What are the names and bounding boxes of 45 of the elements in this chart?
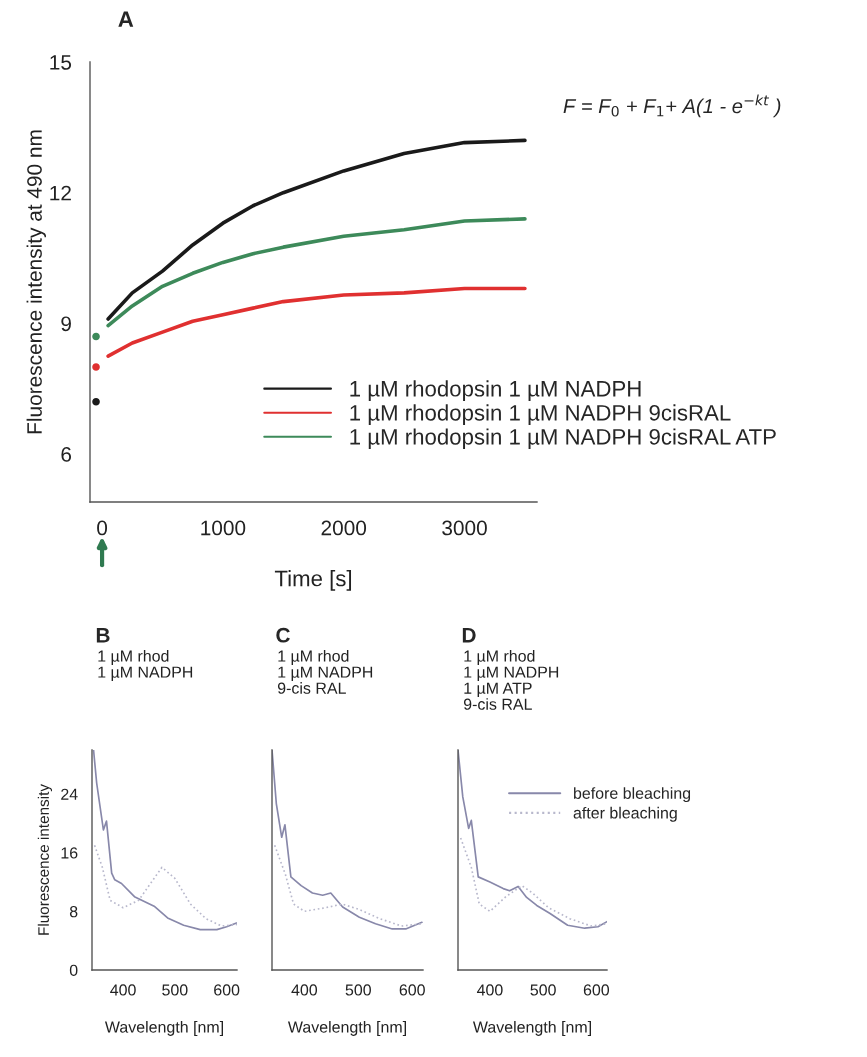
- x-tick-label: 2000: [321, 520, 367, 536]
- legend-label: after bleaching: [573, 806, 677, 822]
- chart-title: B: [96, 628, 110, 643]
- legend-label: 1 µM rhodopsin 1 µM NADPH 9cisRAL: [350, 404, 731, 426]
- legend-label: before bleaching: [574, 787, 691, 803]
- line-series: [106, 138, 527, 321]
- x-axis-title: Time [s]: [274, 570, 352, 591]
- x-tick-label: 600: [399, 984, 425, 996]
- x-axis-title: Wavelength [nm]: [104, 1021, 223, 1036]
- line-series: [106, 286, 527, 358]
- x-axis-title: Wavelength [nm]: [472, 1021, 591, 1036]
- x-tick-label: 500: [345, 984, 371, 996]
- line-series: [93, 844, 237, 927]
- chart-subtitle: 1 µM rhod 1 µM NADPH: [98, 650, 193, 681]
- y-tick-label: 0: [69, 964, 78, 976]
- y-axis-title: Fluorescence intensity: [37, 784, 53, 935]
- y-tick-label: 15: [50, 55, 72, 70]
- x-tick-label: 1000: [201, 520, 246, 536]
- y-tick-label: 24: [61, 788, 78, 800]
- x-tick-label: 400: [476, 984, 503, 996]
- y-tick-label: 6: [61, 447, 72, 462]
- y-tick-label: 9: [61, 316, 71, 332]
- x-tick-label: 400: [291, 984, 318, 996]
- chart-title: C: [276, 627, 290, 643]
- y-tick-label: 12: [50, 185, 71, 201]
- y-axis-title: Fluorescence intensity at 490 nm: [26, 130, 46, 434]
- y-tick-label: 8: [69, 905, 78, 918]
- y-tick-label: 16: [61, 847, 78, 859]
- x-tick-label: 3000: [442, 520, 487, 536]
- x-axis-title: Wavelength [nm]: [287, 1021, 406, 1036]
- x-tick-label: 400: [110, 984, 136, 996]
- chart-subtitle: 1 µM rhod 1 µM NADPH 9-cis RAL: [277, 650, 373, 694]
- x-tick-label: 500: [530, 984, 556, 996]
- chart-title: D: [462, 628, 476, 643]
- chart-subtitle: 1 µM rhod 1 µM NADPH 1 µM ATP 9-cis RAL: [463, 650, 559, 710]
- legend-label: 1 µM rhodopsin 1 µM NADPH 9cisRAL ATP: [350, 428, 776, 450]
- text: F = F$_{0}$ + F$_{1}$+ A(1 - e$^{−kt}$ ): [563, 94, 781, 118]
- x-tick-label: 0: [97, 520, 108, 536]
- line-series: [106, 217, 527, 328]
- chart-title: A: [118, 11, 134, 27]
- x-tick-label: 500: [162, 984, 188, 996]
- x-tick-label: 600: [583, 984, 610, 996]
- x-tick-label: 600: [214, 984, 240, 996]
- legend-label: 1 µM rhodopsin 1 µM NADPH: [350, 380, 641, 402]
- line-series: [92, 750, 237, 931]
